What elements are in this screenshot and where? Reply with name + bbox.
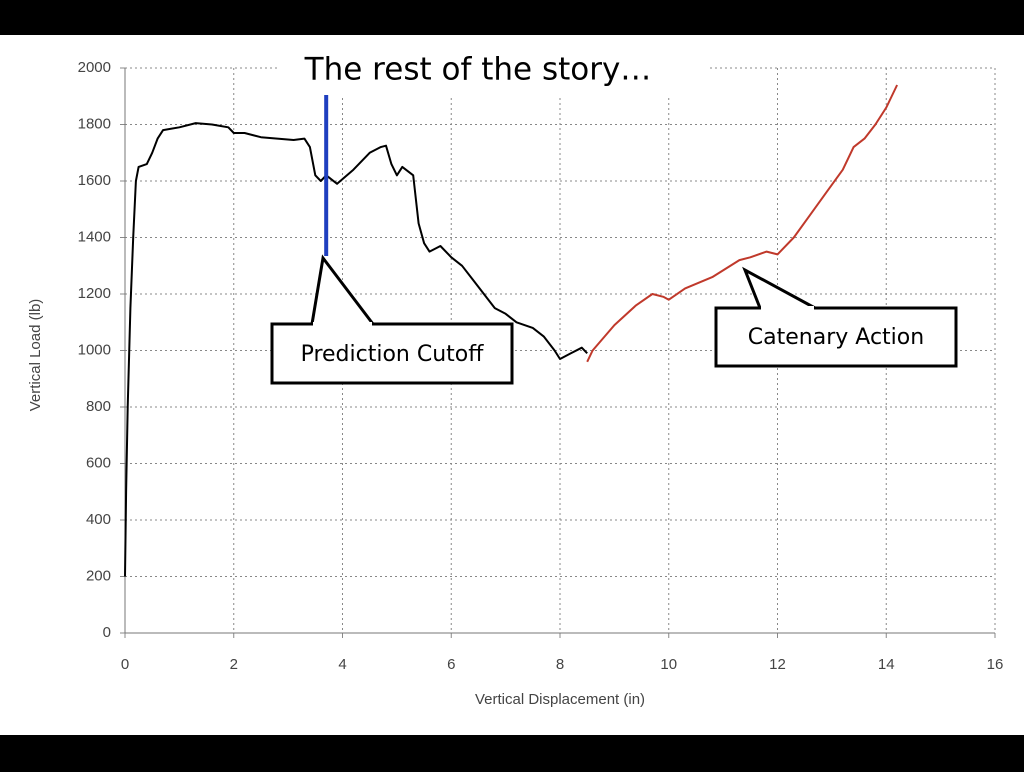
y-tick-label: 1600 (78, 172, 111, 189)
title-background (278, 45, 708, 95)
x-tick-label: 6 (447, 656, 455, 673)
x-tick-label: 0 (121, 656, 129, 673)
callout-text: Prediction Cutoff (301, 342, 485, 367)
callout-pointer (310, 254, 375, 325)
callout-box (270, 322, 514, 385)
y-tick-label: 1400 (78, 228, 111, 245)
y-tick-label: 1000 (78, 341, 111, 358)
x-tick-label: 12 (769, 656, 786, 673)
x-tick-label: 10 (660, 656, 677, 673)
y-tick-label: 400 (86, 511, 111, 528)
y-tick-label: 800 (86, 398, 111, 415)
y-tick-label: 0 (103, 624, 111, 641)
y-tick-label: 600 (86, 454, 111, 471)
x-axis-label: Vertical Displacement (in) (475, 691, 645, 708)
x-tick-label: 16 (987, 656, 1004, 673)
y-tick-label: 200 (86, 567, 111, 584)
data-line (586, 84, 899, 363)
chart-title: The rest of the story… (304, 52, 652, 88)
callout: Prediction Cutoff (270, 254, 514, 385)
callout-pointer (742, 266, 816, 310)
y-tick-label: 2000 (78, 59, 111, 76)
x-tick-label: 14 (878, 656, 895, 673)
x-tick-label: 8 (556, 656, 564, 673)
data-line (124, 122, 588, 577)
callout-box (714, 306, 958, 368)
x-tick-label: 4 (338, 656, 346, 673)
y-tick-label: 1800 (78, 115, 111, 132)
slide-background (0, 35, 1024, 735)
callout-text: Catenary Action (748, 325, 924, 350)
callout: Catenary Action (714, 266, 958, 368)
y-tick-label: 1200 (78, 285, 111, 302)
plot: 0 200 400 600 800 1000 1200 1400 1600 1800 2000 0 2 4… (78, 59, 1004, 673)
y-axis-label: Vertical Load (lb) (27, 299, 44, 412)
x-tick-label: 2 (230, 656, 238, 673)
